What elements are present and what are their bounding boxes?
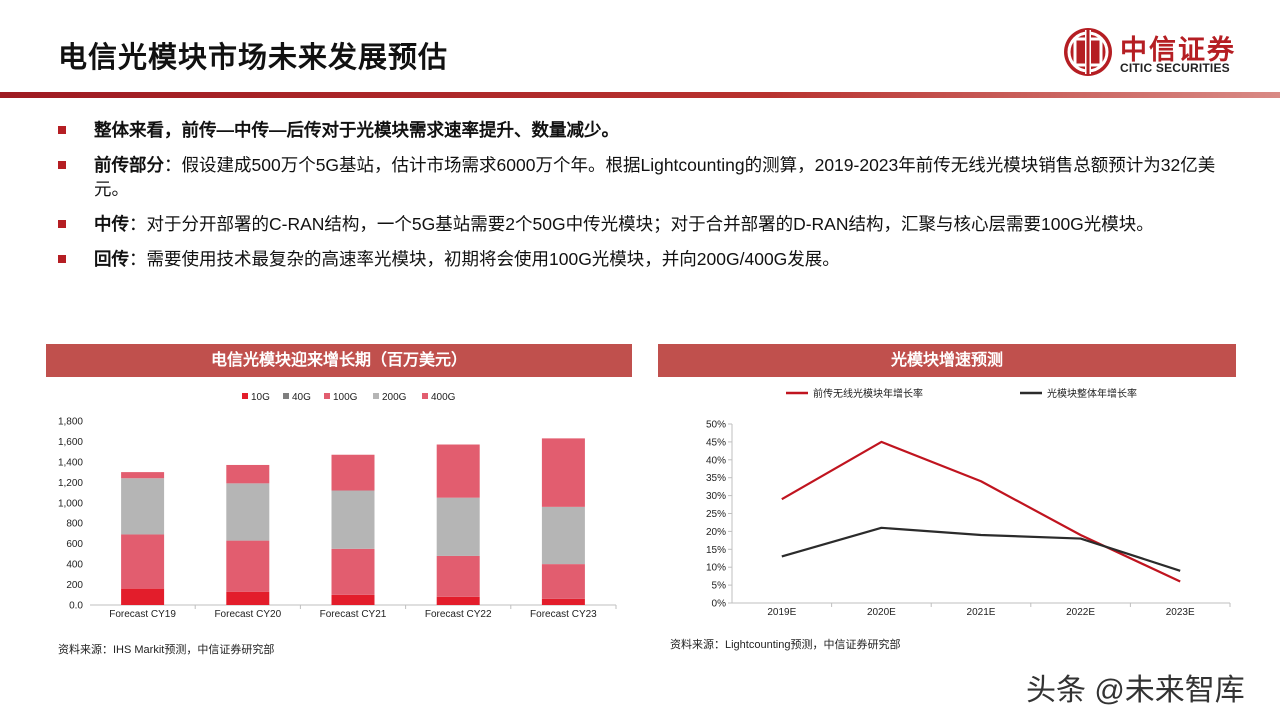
citic-logo: 中信证券 CITIC SECURITIES [1062,26,1252,82]
legend-swatch-10g [242,393,248,399]
bullet-backhaul: 回传：需要使用技术最复杂的高速率光模块，初期将会使用100G光模块，并向200G… [58,247,1238,271]
bullet-square-icon [58,255,66,263]
series-line-1 [781,440,1181,583]
line-chart-header: 光模块增速预测 [658,344,1236,377]
y-tick-label: 20% [706,527,726,538]
y-tick-label: 40% [706,455,726,466]
bullet-list: 整体来看，前传—中传—后传对于光模块需求速率提升、数量减少。 前传部分：假设建成… [58,118,1238,282]
x-tick-label: 2023E [1166,607,1195,618]
bullet-bold: 整体来看，前传—中传—后传对于光模块需求速率提升、数量减少。 [94,120,619,140]
x-tick-label: 2020E [867,607,896,618]
bar-segment-10g [331,594,375,605]
legend-swatch-100g [324,393,330,399]
bar-segment-400g [541,438,585,507]
bullet-overall: 整体来看，前传—中传—后传对于光模块需求速率提升、数量减少。 [58,118,1238,142]
page-title: 电信光模块市场未来发展预估 [58,42,449,74]
bullet-bold: 中传 [94,214,129,234]
series-line-2 [781,526,1181,572]
y-tick-label: 5% [712,581,727,592]
y-tick-label: 50% [706,420,726,431]
y-tick-label: 25% [706,509,726,520]
bar-segment-400g [226,464,270,484]
bar-segment-200g [121,478,165,535]
bullet-text: ：对于分开部署的C-RAN结构，一个5G基站需要2个50G中传光模块；对于合并部… [129,214,1154,234]
bar-chart-header: 电信光模块迎来增长期（百万美元） [46,344,632,377]
legend-label-40g: 40G [292,392,311,403]
y-tick-label: 15% [706,545,726,556]
y-tick-label: 1,200 [58,478,83,489]
bar-segment-10g [541,598,585,605]
y-tick-label: 1,600 [58,437,83,448]
x-tick-label: Forecast CY19 [109,609,176,620]
legend-label-100g: 100G [333,392,358,403]
y-tick-label: 400 [66,560,83,571]
bar-segment-100g [121,534,165,589]
logo-chinese-text: 中信证券 [1120,35,1236,65]
citic-logo-icon [1064,28,1112,76]
y-tick-label: 35% [706,473,726,484]
bullet-midhaul: 中传：对于分开部署的C-RAN结构，一个5G基站需要2个50G中传光模块；对于合… [58,212,1238,236]
bar-segment-200g [436,497,480,556]
bar-segment-100g [436,555,480,597]
line-chart-source: 资料来源：Lightcounting预测，中信证券研究部 [670,639,901,651]
bullet-square-icon [58,220,66,228]
legend-label-400g: 400G [431,392,456,403]
legend-label: 前传无线光模块年增长率 [813,387,923,400]
bar-segment-200g [226,483,270,541]
x-tick-label: 2021E [967,607,996,618]
bullet-text: ：假设建成500万个5G基站，估计市场需求6000万个年。根据Lightcoun… [94,155,1216,199]
bar-segment-100g [331,548,375,595]
bar-chart: 10G 40G 100G 200G 400G 0.0 200 400 600 800 1,000 1,… [58,392,617,620]
bullet-square-icon [58,161,66,169]
bar-segment-10g [226,591,270,605]
bar-segment-10g [436,596,480,605]
y-tick-label: 200 [66,580,83,591]
x-tick-label: Forecast CY20 [214,609,281,620]
bar-segment-200g [541,506,585,565]
logo-english-text: CITIC SECURITIES [1120,61,1230,75]
y-tick-label: 45% [706,437,726,448]
bar-segment-200g [331,490,375,549]
y-tick-label: 0.0 [69,601,83,612]
bar-segment-400g [121,472,165,479]
y-tick-label: 800 [66,519,83,530]
y-tick-label: 10% [706,563,726,574]
y-tick-label: 600 [66,539,83,550]
bar-segment-100g [226,540,270,592]
y-tick-label: 1,800 [58,417,83,428]
legend-swatch-40g [283,393,289,399]
legend-swatch-200g [373,393,379,399]
x-tick-label: Forecast CY21 [320,609,387,620]
watermark: 头条 @未来智库 [1026,674,1245,707]
bar-segment-400g [331,454,375,491]
bullet-bold: 回传 [94,249,129,269]
bullet-bold: 前传部分 [94,155,164,175]
x-tick-label: Forecast CY23 [530,609,597,620]
y-tick-label: 0% [712,599,727,610]
x-tick-label: Forecast CY22 [425,609,492,620]
x-tick-label: 2022E [1066,607,1095,618]
bar-segment-400g [436,444,480,498]
line-chart: 前传无线光模块年增长率 光模块整体年增长率 0% 5% 10% 15% 20% 25% 30% 3… [706,387,1231,618]
legend-swatch-400g [422,393,428,399]
bar-segment-100g [541,564,585,599]
bar-segment-10g [121,588,165,605]
y-tick-label: 30% [706,491,726,502]
bar-chart-source: 资料来源：IHS Markit预测，中信证券研究部 [58,644,275,656]
title-divider [0,92,1280,98]
bullet-square-icon [58,126,66,134]
bullet-fronthaul: 前传部分：假设建成500万个5G基站，估计市场需求6000万个年。根据Light… [58,153,1238,201]
y-tick-label: 1,000 [58,498,83,509]
bullet-text: ：需要使用技术最复杂的高速率光模块，初期将会使用100G光模块，并向200G/4… [129,249,840,269]
legend-label: 光模块整体年增长率 [1047,387,1137,400]
legend-label-10g: 10G [251,392,270,403]
y-tick-label: 1,400 [58,457,83,468]
legend-label-200g: 200G [382,392,407,403]
x-tick-label: 2019E [767,607,796,618]
